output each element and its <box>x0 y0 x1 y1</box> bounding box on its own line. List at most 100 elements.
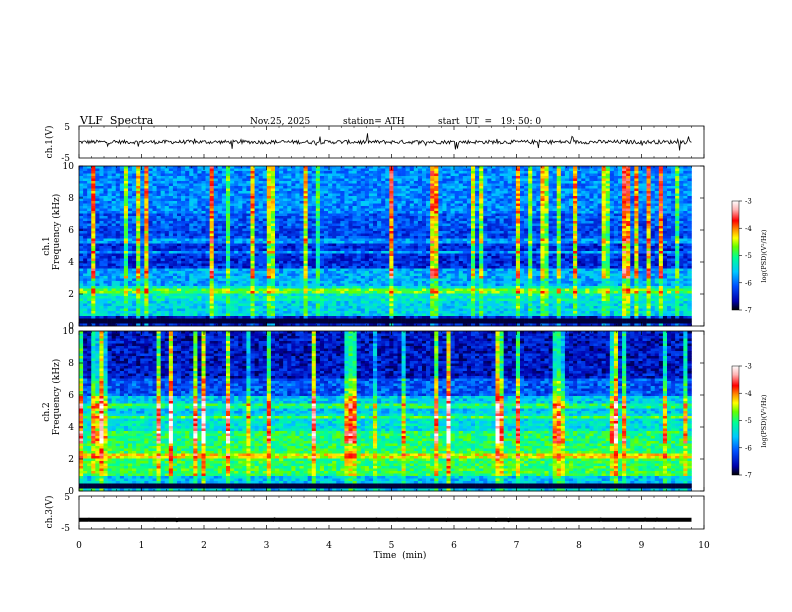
spectrogram-cell <box>540 208 545 212</box>
spectrogram-cell <box>336 193 341 197</box>
spectrogram-cell <box>340 221 345 224</box>
spectrogram-cell <box>675 216 680 219</box>
spectrogram-cell <box>258 191 264 194</box>
spectrogram-cell <box>417 236 423 239</box>
spectrogram-cell <box>234 186 239 189</box>
spectrogram-cell <box>609 216 615 219</box>
spectrogram-cell <box>160 223 166 227</box>
spectrogram-cell <box>177 236 182 239</box>
spectrogram-cell <box>246 168 251 172</box>
spectrogram-cell <box>160 166 166 169</box>
spectrogram-cell <box>332 211 337 214</box>
spectrogram-cell <box>144 173 149 177</box>
spectrogram-cell <box>311 228 317 232</box>
spectrogram-cell <box>569 203 574 207</box>
spectrogram-cell <box>266 188 272 192</box>
spectrogram-cell <box>573 238 578 242</box>
spectrogram-cell <box>307 166 313 169</box>
spectrogram-cell <box>662 223 668 227</box>
spectrogram-cell <box>250 196 255 199</box>
spectrogram-cell <box>160 208 166 212</box>
spectrogram-cell <box>589 168 594 172</box>
spectrogram-cell <box>471 201 476 204</box>
spectrogram-cell <box>466 236 472 239</box>
spectrogram-cell <box>246 196 251 199</box>
spectrogram-cell <box>332 233 337 237</box>
spectrogram-cell <box>107 181 112 184</box>
spectrogram-cell <box>328 218 333 222</box>
spectrogram-cell <box>266 208 272 212</box>
spectrogram-cell <box>103 201 108 204</box>
spectrogram-cell <box>442 221 447 224</box>
spectrogram-cell <box>303 201 308 204</box>
spectrogram-cell <box>311 178 317 182</box>
spectrogram-cell <box>577 186 582 189</box>
spectrogram-cell <box>103 188 108 192</box>
spectrogram-cell <box>605 236 611 239</box>
spectrogram-cell <box>132 221 137 224</box>
spectrogram-cell <box>181 228 186 232</box>
spectrogram-cell <box>683 171 688 174</box>
spectrogram-cell <box>119 211 125 214</box>
spectrogram-cell <box>283 201 288 204</box>
spectrogram-cell <box>654 191 660 194</box>
spectrogram-cell <box>83 228 88 232</box>
spectrogram-cell <box>471 171 476 174</box>
spectrogram-cell <box>385 211 390 214</box>
spectrogram-cell <box>340 216 345 219</box>
spectrogram-cell <box>332 243 337 247</box>
spectrogram-cell <box>128 221 133 224</box>
spectrogram-cell <box>409 171 415 174</box>
spectrogram-cell <box>242 203 247 207</box>
spectrogram-cell <box>140 168 145 172</box>
spectrogram-cell <box>201 206 206 209</box>
spectrogram-cell <box>434 203 439 207</box>
spectrogram-cell <box>168 198 174 202</box>
spectrogram-cell <box>156 228 161 232</box>
spectrogram-cell <box>642 193 647 197</box>
spectrogram-cell <box>479 233 484 237</box>
spectrogram-cell <box>266 206 272 209</box>
spectrogram-cell <box>511 196 517 199</box>
spectrogram-cell <box>270 168 276 172</box>
spectrogram-cell <box>238 188 243 192</box>
spectrogram-cell <box>417 221 423 224</box>
spectrogram-cell <box>556 183 562 187</box>
spectrogram-cell <box>299 176 304 179</box>
spectrogram-cell <box>258 213 264 217</box>
spectrogram-cell <box>675 228 680 232</box>
spectrogram-cell <box>385 218 390 222</box>
spectrogram-cell <box>303 233 308 237</box>
spectrogram-cell <box>307 221 313 224</box>
spectrogram-cell <box>103 193 108 197</box>
spectrogram-cell <box>307 238 313 242</box>
spectrogram-cell <box>107 218 112 222</box>
spectrogram-cell <box>515 236 521 239</box>
spectrogram-cell <box>540 196 545 199</box>
spectrogram-cell <box>181 238 186 242</box>
spectrogram-cell <box>262 201 268 204</box>
spectrogram-cell <box>377 176 382 179</box>
spectrogram-cell <box>524 201 529 204</box>
spectrogram-cell <box>79 238 84 242</box>
spectrogram-cell <box>373 188 378 192</box>
spectrogram-cell <box>99 196 104 199</box>
spectrogram-cell <box>471 193 476 197</box>
spectrogram-cell <box>430 173 435 177</box>
spectrogram-cell <box>242 216 247 219</box>
spectrogram-cell <box>99 223 104 227</box>
spectrogram-cell <box>246 198 251 202</box>
spectrogram-cell <box>348 213 353 217</box>
spectrogram-cell <box>642 198 647 202</box>
spectrogram-cell <box>650 241 656 244</box>
spectrogram-cell <box>103 166 108 169</box>
spectrogram-cell <box>148 173 153 177</box>
spectrogram-cell <box>238 176 243 179</box>
spectrogram-cell <box>364 231 370 234</box>
spectrogram-cell <box>234 226 239 229</box>
spectrogram-cell <box>544 176 549 179</box>
spectrogram-cell <box>458 166 464 169</box>
spectrogram-cell <box>515 183 521 187</box>
spectrogram-cell <box>279 231 284 234</box>
spectrogram-cell <box>434 168 439 172</box>
